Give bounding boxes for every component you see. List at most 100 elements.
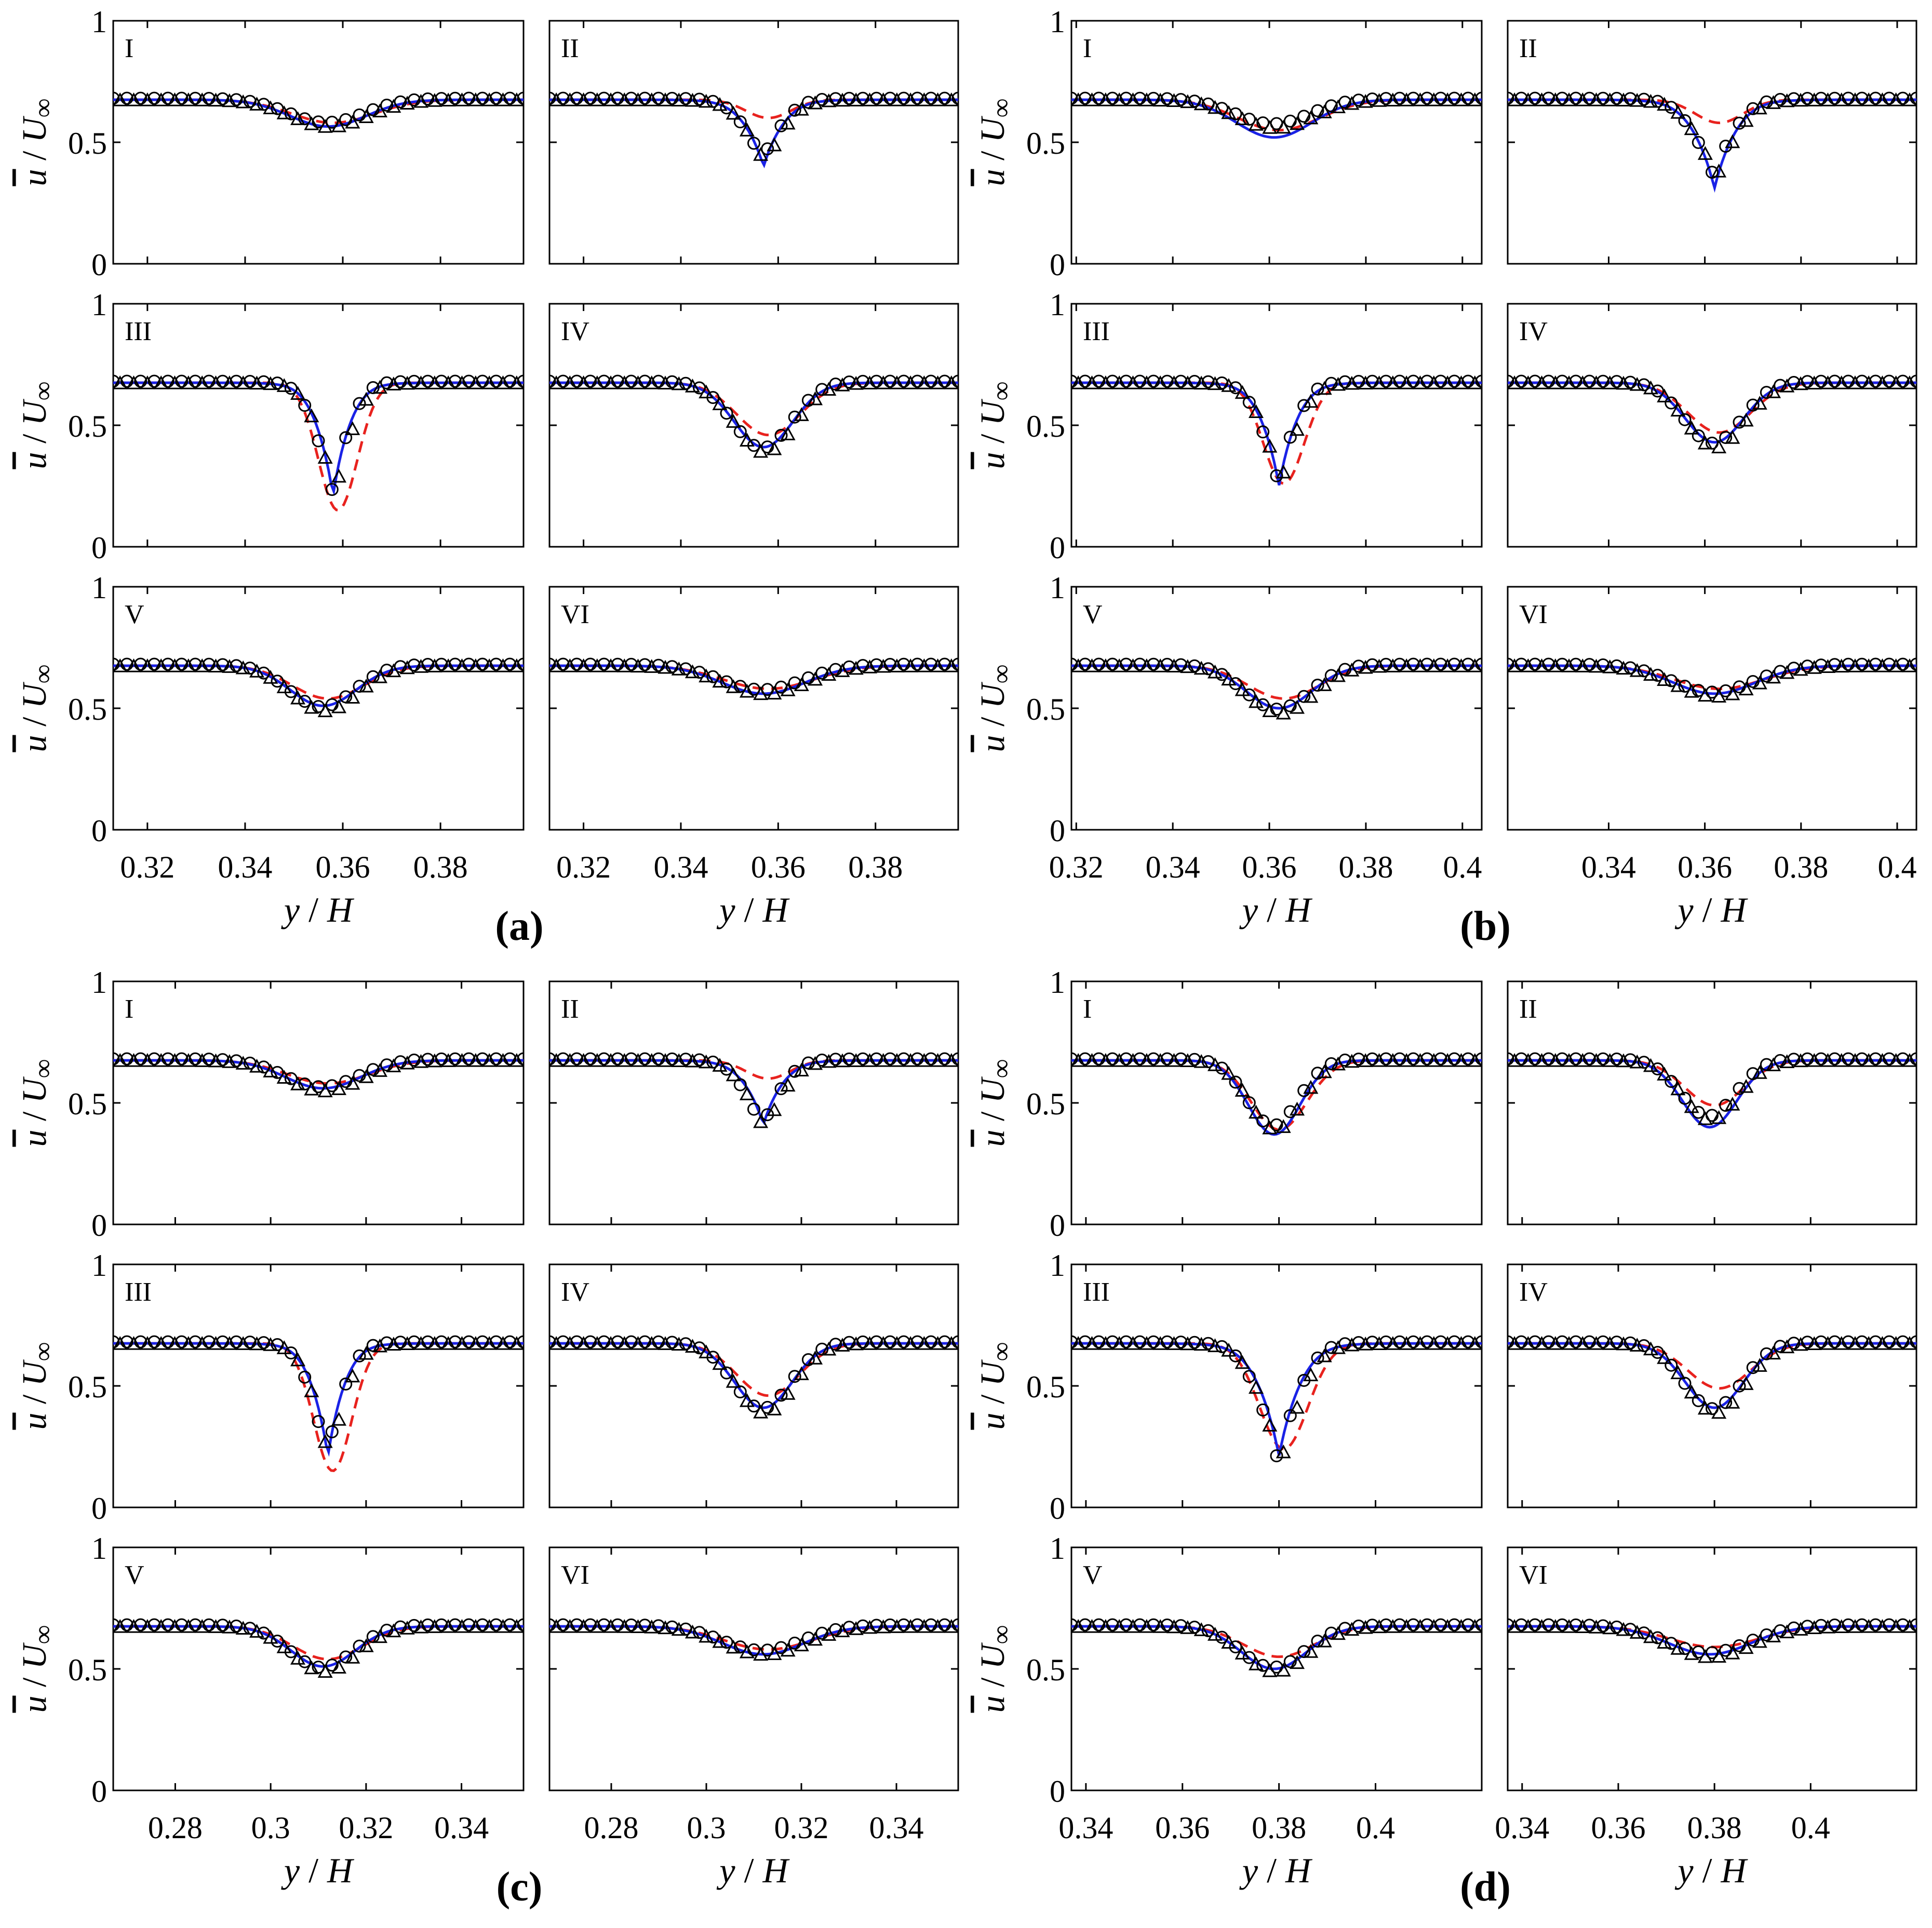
y-label-slash: / [974,708,1012,735]
triangle-marker [1752,675,1767,690]
panel-d-IV: IV [1507,1263,1917,1508]
triangle-marker [468,1053,484,1067]
panel-series [1508,1052,1916,1129]
triangle-marker [1806,1336,1822,1351]
triangle-marker [249,664,265,678]
triangle-marker [1262,1418,1278,1432]
triangle-marker [848,376,864,390]
blue-solid-series [1071,1342,1482,1456]
circle-marker [284,1346,298,1359]
circle-marker [938,1618,951,1632]
triangle-marker [1588,1336,1604,1350]
triangle-marker [1711,439,1727,453]
circle-marker [1896,91,1910,105]
circle-marker [189,374,202,388]
circle-marker [113,91,120,105]
triangle-marker [1207,1627,1223,1641]
triangle-marker [1508,658,1522,672]
circle-marker [1555,657,1569,671]
triangle-marker [794,1366,809,1380]
panel-series [1508,374,1916,453]
circle-marker [1910,374,1916,388]
triangle-marker [1752,396,1767,410]
triangle-marker [1575,1053,1590,1067]
circle-marker [597,1052,611,1066]
circle-marker [624,657,638,671]
triangle-marker [263,1337,278,1351]
circle-marker [1855,91,1869,105]
triangle-marker [522,105,524,106]
x-label-y: y [1674,890,1694,929]
blue-solid-series [1508,381,1916,444]
triangle-marker [358,1638,374,1652]
circle-marker [733,425,747,438]
circle-marker [1106,1052,1119,1066]
axes-frame [1507,1546,1917,1791]
circle-marker [175,1618,189,1632]
circle-marker [1883,657,1896,671]
circle-marker [1078,374,1092,388]
triangle-marker [249,1624,265,1638]
circle-marker [652,1619,665,1633]
circle-marker [1475,1052,1482,1066]
triangle-marker [1385,375,1401,389]
circle-marker [1774,665,1787,678]
triangle-marker [1793,662,1808,676]
circle-marker [1814,91,1828,105]
circle-marker [421,1053,435,1066]
circle-marker [829,1053,842,1066]
triangle-marker [1481,1632,1482,1633]
circle-marker [1610,1053,1624,1066]
circle-marker [1078,91,1092,105]
circle-marker [733,1078,747,1091]
circle-marker [462,1335,476,1349]
triangle-marker [821,1054,837,1068]
y-tick-label: 0.5 [1026,692,1065,726]
circle-marker [1569,1052,1582,1066]
triangle-marker [739,433,755,447]
blue-solid-series [113,664,524,707]
triangle-marker [1193,1337,1209,1351]
circle-marker [435,1335,448,1349]
triangle-marker [1412,1053,1428,1067]
triangle-marker [1276,119,1291,134]
y-label-inf: ∞ [987,1059,1016,1078]
triangle-marker [1166,375,1182,389]
triangle-marker [427,1619,442,1633]
circle-marker [1555,374,1569,388]
triangle-marker [1125,92,1141,106]
circle-marker [910,1052,924,1066]
triangle-marker [181,92,196,106]
y-tick-label: 0 [1050,1774,1065,1809]
circle-marker [1434,1618,1447,1632]
circle-marker [556,1052,570,1066]
triangle-marker [889,1336,905,1350]
circle-marker [489,1618,503,1632]
triangle-marker [440,1053,456,1067]
panel-series [1071,1052,1482,1136]
circle-marker [462,1618,476,1632]
circle-marker [951,657,958,671]
triangle-marker [386,1337,401,1351]
circle-marker [870,91,883,105]
triangle-marker [345,1650,360,1664]
circle-marker [801,1631,815,1644]
triangle-marker [345,1368,360,1383]
circle-marker [611,657,624,671]
triangle-marker [495,658,511,672]
circle-marker [1434,374,1447,388]
x-tick-label: 0.34 [1058,1811,1113,1845]
circle-marker [1542,1618,1555,1632]
x-tick-label: 0.3 [687,1811,726,1845]
circle-marker [1071,374,1078,388]
circle-marker [1297,110,1311,123]
axes-frame [1507,303,1917,548]
x-tick-label: 0.38 [413,850,468,884]
triangle-marker [386,376,401,390]
triangle-marker [930,1336,946,1350]
y-label-U: U [974,681,1012,708]
triangle-marker [1207,1338,1223,1352]
triangle-marker [1317,677,1332,691]
circle-marker [407,1335,421,1349]
triangle-marker [1902,92,1916,106]
